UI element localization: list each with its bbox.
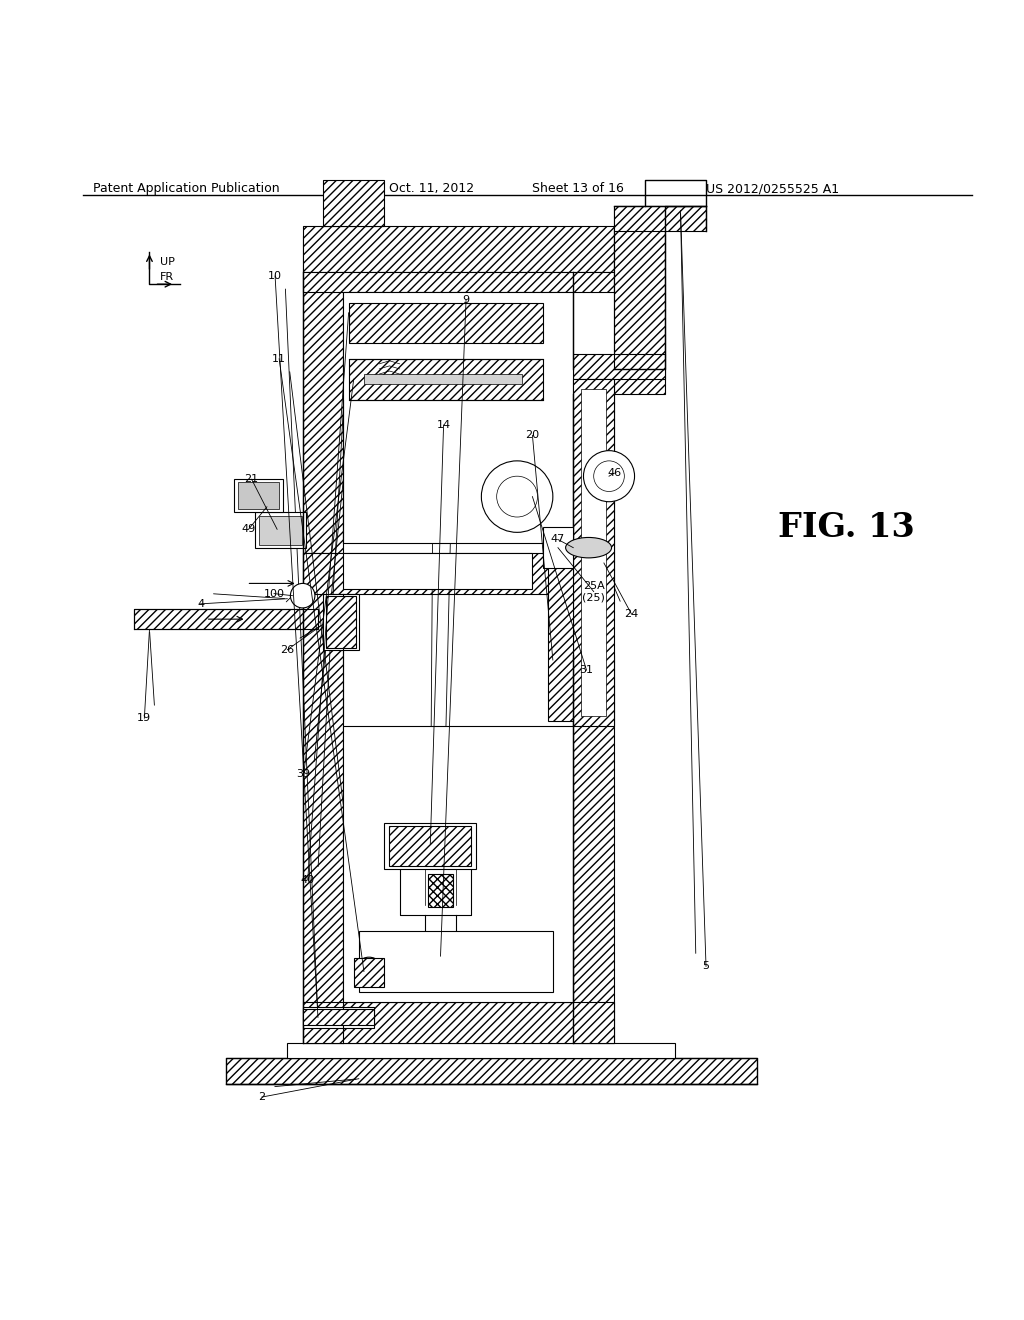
Bar	[303, 1002, 614, 1043]
Text: FR: FR	[160, 272, 174, 282]
Bar	[303, 236, 343, 553]
Bar	[326, 595, 355, 648]
Text: 25A
(25): 25A (25)	[583, 581, 605, 602]
Bar	[573, 354, 666, 379]
Text: 40: 40	[301, 875, 314, 884]
Bar	[348, 302, 543, 343]
Bar	[428, 874, 453, 907]
Bar	[384, 824, 476, 870]
Bar	[226, 1059, 757, 1084]
Bar	[134, 609, 318, 630]
Bar	[343, 553, 532, 589]
Bar	[303, 553, 343, 1043]
Text: 2: 2	[258, 1092, 265, 1102]
Bar	[303, 226, 614, 272]
Text: 9: 9	[463, 294, 470, 305]
Bar	[548, 553, 573, 721]
Bar	[573, 655, 614, 1043]
Circle shape	[497, 477, 538, 517]
Text: FIG. 13: FIG. 13	[777, 511, 914, 544]
Bar	[614, 206, 666, 395]
Bar	[239, 482, 280, 508]
Bar	[348, 359, 543, 400]
Circle shape	[354, 957, 383, 986]
Text: 14: 14	[436, 420, 451, 430]
Text: Patent Application Publication: Patent Application Publication	[93, 182, 280, 195]
Bar	[582, 389, 606, 717]
Text: 4: 4	[197, 599, 204, 609]
Text: 20: 20	[525, 430, 540, 441]
Circle shape	[291, 583, 315, 609]
Text: 26: 26	[281, 644, 294, 655]
Bar	[343, 292, 573, 543]
Circle shape	[594, 461, 625, 491]
Bar	[364, 374, 522, 384]
Bar	[288, 1043, 676, 1059]
Text: US 2012/0255525 A1: US 2012/0255525 A1	[706, 182, 839, 195]
Bar	[324, 594, 358, 649]
Text: 19: 19	[137, 713, 152, 723]
Bar	[303, 553, 614, 594]
Bar	[543, 527, 573, 568]
Text: Sheet 13 of 16: Sheet 13 of 16	[532, 182, 625, 195]
Text: Oct. 11, 2012: Oct. 11, 2012	[389, 182, 474, 195]
Bar	[303, 272, 614, 292]
Circle shape	[481, 461, 553, 532]
Bar	[259, 516, 302, 545]
Bar	[324, 180, 384, 226]
Text: UP: UP	[160, 256, 174, 267]
Text: 46: 46	[607, 469, 622, 478]
Text: 31: 31	[580, 665, 594, 676]
Text: 5: 5	[702, 961, 710, 972]
Text: 21: 21	[245, 474, 259, 484]
Bar	[303, 1007, 374, 1028]
Bar	[573, 379, 614, 726]
Text: 49: 49	[242, 524, 256, 535]
Text: 24: 24	[625, 609, 639, 619]
Bar	[573, 370, 614, 553]
Bar	[614, 206, 706, 231]
Bar	[234, 479, 284, 512]
Bar	[303, 1010, 374, 1024]
Bar	[343, 726, 573, 1002]
Circle shape	[584, 450, 635, 502]
Text: 39: 39	[297, 770, 310, 779]
Text: 100: 100	[263, 589, 285, 599]
Text: 47: 47	[551, 535, 565, 544]
Bar	[255, 512, 306, 548]
Bar	[389, 826, 471, 866]
Text: 11: 11	[272, 354, 286, 364]
Bar	[353, 958, 384, 987]
Bar	[358, 931, 553, 991]
Ellipse shape	[565, 537, 611, 558]
Text: 10: 10	[268, 271, 282, 281]
